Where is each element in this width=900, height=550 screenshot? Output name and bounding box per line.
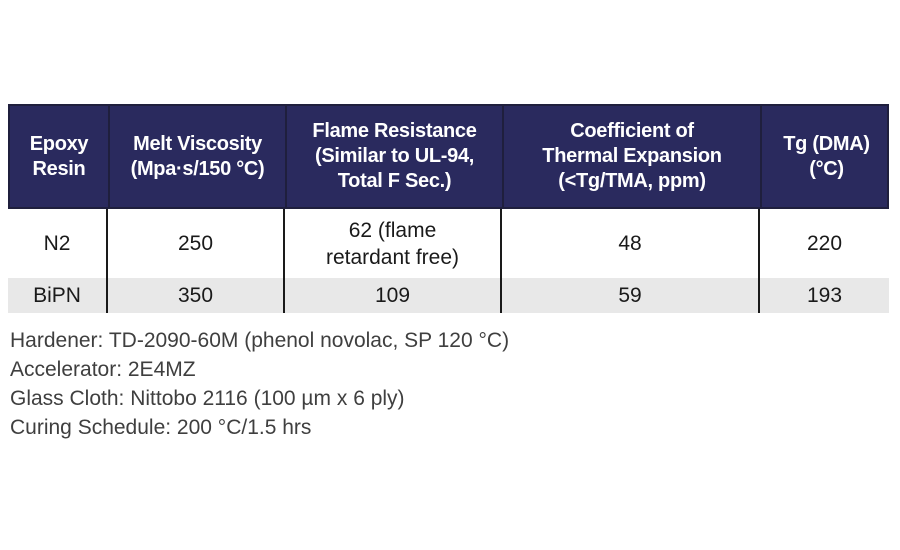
cell-resin-name: N2	[8, 209, 106, 278]
cell-value: 193	[806, 284, 843, 307]
cell-melt-viscosity: 250	[106, 209, 283, 278]
cell-melt-viscosity: 350	[106, 278, 283, 313]
table-row-bipn: BiPN 350 109 59 193	[8, 278, 889, 313]
header-cell-cte: Coefficient of Thermal Expansion (<Tg/TM…	[502, 106, 760, 207]
cell-value: 109	[374, 284, 411, 307]
epoxy-resin-properties-table: Epoxy Resin Melt Viscosity (Mpa·s/150 °C…	[8, 104, 889, 313]
cell-tg: 220	[758, 209, 889, 278]
cell-flame-resistance: 109	[283, 278, 500, 313]
header-cell-epoxy-resin: Epoxy Resin	[10, 106, 108, 207]
cell-value: 62 (flame retardant free)	[325, 218, 460, 269]
note-glass-cloth: Glass Cloth: Nittobo 2116 (100 µm x 6 pl…	[10, 387, 405, 410]
table-header-row: Epoxy Resin Melt Viscosity (Mpa·s/150 °C…	[8, 104, 889, 209]
header-cell-melt-viscosity: Melt Viscosity (Mpa·s/150 °C)	[108, 106, 285, 207]
header-label: Melt Viscosity (Mpa·s/150 °C)	[130, 132, 265, 180]
cell-value: N2	[43, 232, 71, 255]
header-cell-tg: Tg (DMA) (°C)	[760, 106, 891, 207]
note-curing-schedule: Curing Schedule: 200 °C/1.5 hrs	[10, 416, 312, 439]
cell-value: 48	[618, 232, 642, 255]
table-row-n2: N2 250 62 (flame retardant free) 48 220	[8, 209, 889, 278]
cell-value: 59	[618, 284, 642, 307]
cell-cte: 48	[500, 209, 758, 278]
note-accelerator: Accelerator: 2E4MZ	[10, 358, 196, 381]
cell-tg: 193	[758, 278, 889, 313]
cell-resin-name: BiPN	[8, 278, 106, 313]
header-label: Coefficient of Thermal Expansion (<Tg/TM…	[542, 120, 722, 192]
cell-value: BiPN	[33, 284, 81, 307]
cell-value: 220	[806, 232, 843, 255]
header-label: Epoxy Resin	[29, 132, 89, 180]
note-hardener: Hardener: TD-2090-60M (phenol novolac, S…	[10, 329, 510, 352]
cell-value: 350	[177, 284, 214, 307]
cell-value: 250	[177, 232, 214, 255]
cell-cte: 59	[500, 278, 758, 313]
table-footnotes: Hardener: TD-2090-60M (phenol novolac, S…	[10, 326, 509, 442]
header-label: Flame Resistance (Similar to UL-94, Tota…	[312, 120, 477, 192]
cell-flame-resistance: 62 (flame retardant free)	[283, 209, 500, 278]
header-label: Tg (DMA) (°C)	[783, 132, 870, 180]
header-cell-flame-resistance: Flame Resistance (Similar to UL-94, Tota…	[285, 106, 502, 207]
